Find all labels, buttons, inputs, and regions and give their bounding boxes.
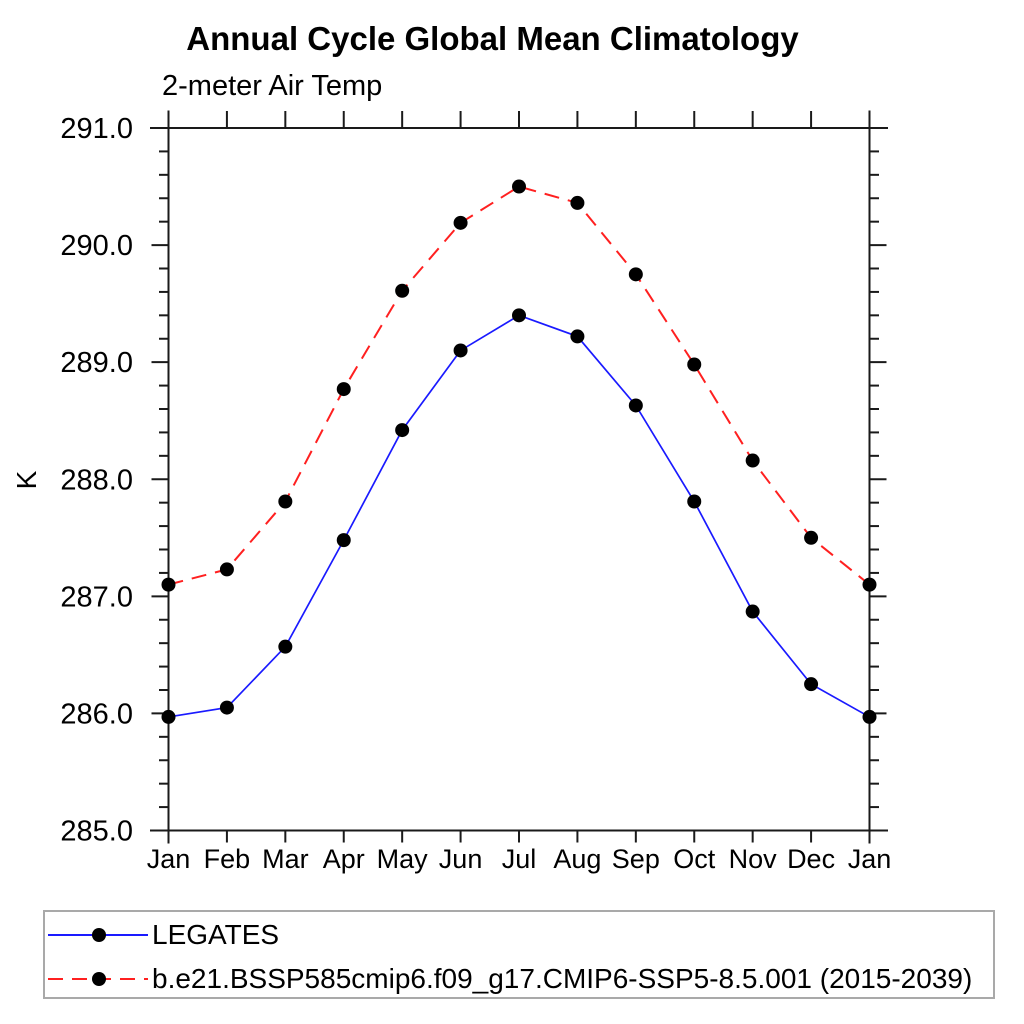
x-tick-label: Apr bbox=[323, 844, 365, 874]
data-point-marker bbox=[862, 709, 877, 724]
data-point-marker bbox=[512, 308, 526, 323]
data-point-marker bbox=[745, 453, 760, 468]
y-tick-label: 291.0 bbox=[60, 113, 133, 145]
legend-marker-dot bbox=[92, 972, 106, 986]
data-point-marker bbox=[219, 700, 234, 715]
data-point-marker bbox=[219, 562, 234, 577]
y-tick-label: 288.0 bbox=[60, 464, 133, 496]
legend-sample-dashed-line-icon bbox=[48, 972, 148, 986]
series-line-1 bbox=[168, 185, 871, 586]
x-tick-label: Nov bbox=[729, 844, 778, 874]
legend-label: b.e21.BSSP585cmip6.f09_g17.CMIP6-SSP5-8.… bbox=[152, 963, 973, 994]
x-tick-label: Dec bbox=[787, 844, 835, 874]
y-tick-label: 287.0 bbox=[60, 581, 133, 613]
legend-label: LEGATES bbox=[152, 919, 280, 950]
legend-item-legates: LEGATES bbox=[46, 919, 280, 950]
data-point-marker bbox=[512, 179, 526, 194]
chart-title: Annual Cycle Global Mean Climatology bbox=[186, 20, 799, 57]
data-point-marker bbox=[161, 709, 176, 724]
data-point-marker bbox=[628, 398, 643, 413]
x-tick-label: May bbox=[377, 844, 429, 874]
data-point-marker bbox=[570, 195, 585, 210]
legend-item-model: b.e21.BSSP585cmip6.f09_g17.CMIP6-SSP5-8.… bbox=[46, 963, 973, 994]
x-tick-label: Feb bbox=[204, 844, 251, 874]
legend-marker-dot bbox=[92, 928, 106, 942]
data-point-marker bbox=[278, 639, 293, 654]
chart-subtitle: 2-meter Air Temp bbox=[162, 70, 383, 102]
legend: LEGATES b.e21.BSSP585cmip6.f09_g17.CMIP6… bbox=[43, 910, 995, 999]
y-tick-label: 289.0 bbox=[60, 347, 133, 379]
data-point-marker bbox=[687, 357, 702, 372]
x-tick-label: Sep bbox=[612, 844, 660, 874]
data-point-marker bbox=[570, 329, 585, 344]
y-tick-label: 290.0 bbox=[60, 230, 133, 262]
x-tick-label: Aug bbox=[553, 844, 601, 874]
data-point-marker bbox=[804, 530, 819, 545]
data-point-marker bbox=[336, 382, 351, 397]
data-point-marker bbox=[278, 494, 293, 509]
data-point-marker bbox=[804, 677, 819, 692]
x-tick-label: Jul bbox=[502, 844, 537, 874]
data-point-marker bbox=[453, 215, 468, 230]
x-tick-label: Jun bbox=[439, 844, 483, 874]
data-point-marker bbox=[336, 533, 351, 548]
y-tick-label: 285.0 bbox=[60, 816, 133, 848]
data-point-marker bbox=[745, 604, 760, 619]
x-tick-label: Oct bbox=[673, 844, 716, 874]
x-tick-label: Jan bbox=[848, 844, 892, 874]
data-point-marker bbox=[862, 577, 877, 592]
data-point-marker bbox=[161, 577, 176, 592]
data-point-marker bbox=[395, 283, 410, 298]
data-point-marker bbox=[453, 343, 468, 358]
legend-sample-solid-line-icon bbox=[48, 928, 148, 942]
data-point-marker bbox=[395, 423, 410, 438]
data-point-marker bbox=[628, 267, 643, 282]
x-tick-label: Jan bbox=[147, 844, 191, 874]
y-tick-label: 286.0 bbox=[60, 698, 133, 730]
data-point-marker bbox=[687, 494, 702, 509]
x-tick-label: Mar bbox=[262, 844, 309, 874]
